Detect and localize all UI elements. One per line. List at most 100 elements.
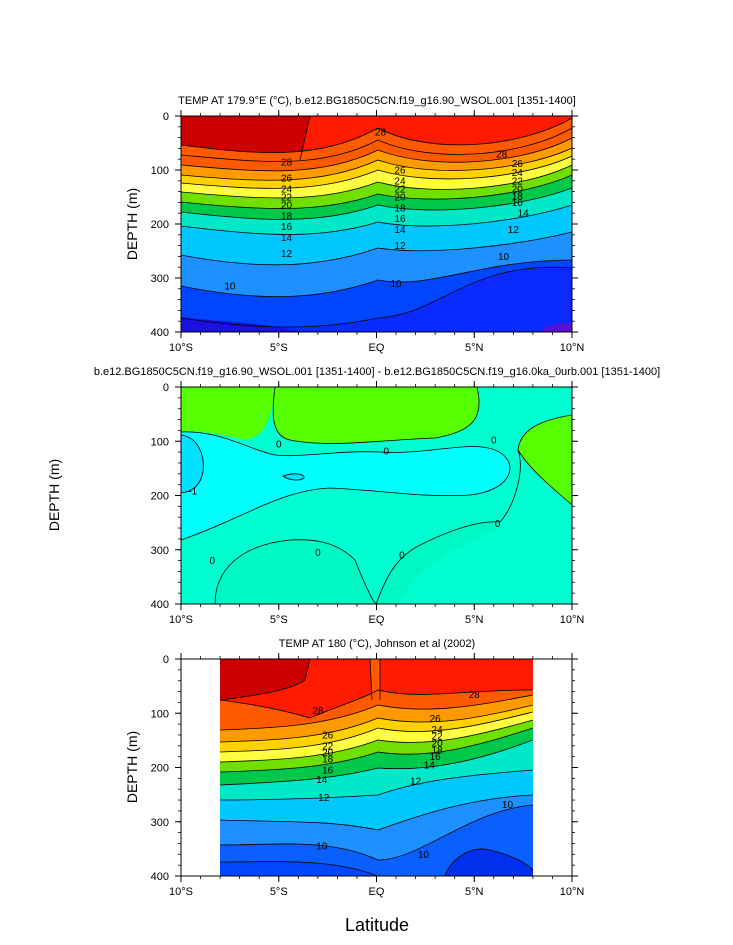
obs-6-8	[220, 861, 378, 876]
x-tick-label: EQ	[369, 886, 385, 898]
contour-label: 12	[410, 777, 422, 788]
contour-label: 16	[322, 766, 334, 777]
contour-label: 16	[394, 214, 406, 225]
panel-2: b.e12.BG1850C5CN.f19_g16.90_WSOL.001 [13…	[46, 366, 660, 626]
contour-label: 20	[281, 201, 293, 212]
y-tick-label: 100	[151, 708, 169, 720]
x-axis-label: Latitude	[345, 915, 409, 935]
y-tick-label: 0	[163, 382, 169, 394]
y-tick-label: 200	[151, 763, 169, 775]
y-tick-label: 200	[151, 491, 169, 503]
x-tick-label: 5°N	[465, 342, 484, 354]
outer-ylabel: DEPTH (m)	[46, 459, 62, 531]
contour-label: 18	[512, 191, 524, 202]
contour-label: -1	[188, 487, 197, 498]
contour-label: 0	[276, 439, 282, 450]
diff-pos-right	[518, 415, 572, 505]
contour-label: 14	[316, 775, 328, 786]
contour-label: 28	[469, 690, 481, 701]
y-tick-label: 300	[151, 273, 169, 285]
band-lt6-right	[540, 323, 572, 332]
panel-3-yticks: 0 100 200 300 400	[151, 654, 578, 883]
y-tick-label: 400	[151, 327, 169, 339]
y-tick-label: 400	[151, 599, 169, 611]
contour-label: 10	[502, 800, 514, 811]
contour-label: 10	[498, 252, 510, 263]
contour-label: 18	[281, 211, 293, 222]
panel-1-xticks: 10°S 5°S EQ 5°N 10°N	[169, 110, 584, 354]
panel-1: TEMP AT 179.9°E (°C), b.e12.BG1850C5CN.f…	[124, 95, 584, 354]
contour-label: 14	[394, 225, 406, 236]
x-tick-label: 5°N	[465, 614, 484, 626]
panel-3-ylabel: DEPTH (m)	[124, 731, 140, 803]
contour-label: 26	[512, 159, 524, 170]
contour-label: 16	[430, 752, 442, 763]
contour-label: 20	[322, 748, 334, 759]
x-tick-label: 5°S	[270, 886, 288, 898]
contour-label: 0	[495, 519, 501, 530]
contour-label: 28	[375, 128, 387, 139]
x-tick-label: 5°S	[270, 614, 288, 626]
contour-label: 18	[432, 746, 444, 757]
panel-2-clabels: 0 0 0 -1 0 0 0 0	[188, 436, 501, 567]
contour-label: 28	[281, 157, 293, 168]
y-tick-label: 200	[151, 219, 169, 231]
obs-28plus	[220, 659, 310, 700]
panel-1-title: TEMP AT 179.9°E (°C), b.e12.BG1850C5CN.f…	[178, 95, 576, 107]
contour-label: 22	[512, 176, 524, 187]
x-tick-label: 10°S	[169, 614, 193, 626]
panel-3-xticks: 10°S 5°S EQ 5°N 10°N	[169, 653, 584, 898]
panel-3: TEMP AT 180 (°C), Johnson et al (2002)	[124, 638, 584, 898]
contour-label: 26	[281, 174, 293, 185]
contour-label: 24	[512, 168, 524, 179]
diff-neg-left	[181, 431, 510, 540]
x-tick-label: 5°S	[270, 342, 288, 354]
panel-1-yticks: 0 100 200 300 400	[151, 111, 578, 339]
panel-2-plot	[181, 387, 572, 604]
contour-label: 0	[383, 447, 389, 458]
obs-6-8-right	[445, 849, 533, 876]
contour-label: 0	[399, 551, 405, 562]
x-tick-label: 10°N	[560, 342, 585, 354]
x-tick-label: 10°S	[169, 886, 193, 898]
panel-2-xticks: 10°S 5°S EQ 5°N 10°N	[169, 381, 584, 626]
contour-label: 20	[512, 184, 524, 195]
contour-label: 10	[390, 279, 402, 290]
x-tick-label: EQ	[369, 614, 385, 626]
panel-2-yticks: 0 100 200 300 400	[151, 382, 578, 611]
contour-label: 10	[316, 842, 328, 853]
contour-label: 12	[394, 241, 406, 252]
panel-1-plot	[181, 116, 572, 332]
contour-label: 22	[394, 184, 406, 195]
contour-label: 24	[281, 184, 293, 195]
contour-label: 26	[322, 730, 334, 741]
contour-label: 22	[281, 193, 293, 204]
contour-label: 14	[281, 233, 293, 244]
contour-label: 22	[322, 741, 334, 752]
diff-neg-core	[181, 435, 204, 493]
obs-8-10	[220, 805, 533, 876]
y-tick-label: 0	[163, 654, 169, 666]
x-tick-label: 5°N	[465, 886, 484, 898]
diff-lower	[215, 521, 500, 604]
contour-label: 18	[322, 754, 334, 765]
y-tick-label: 0	[163, 111, 169, 123]
contour-label: 12	[508, 225, 520, 236]
y-tick-label: 100	[151, 436, 169, 448]
y-tick-label: 100	[151, 165, 169, 177]
diff-pos-top	[273, 387, 480, 444]
contour-label: 20	[394, 193, 406, 204]
contour-label: 14	[424, 760, 436, 771]
obs-28plus-eq	[370, 659, 380, 700]
band-6-8	[181, 267, 572, 332]
contour-label: 0	[491, 436, 497, 447]
x-tick-label: 10°S	[169, 342, 193, 354]
contour-label: 18	[394, 203, 406, 214]
panel-1-clabels: 2828282626262424242222222020201818181616…	[224, 128, 529, 293]
contour-label: 14	[518, 209, 530, 220]
contour-label: 24	[394, 176, 406, 187]
contour-label: 10	[418, 850, 430, 861]
x-tick-label: 10°N	[560, 886, 585, 898]
